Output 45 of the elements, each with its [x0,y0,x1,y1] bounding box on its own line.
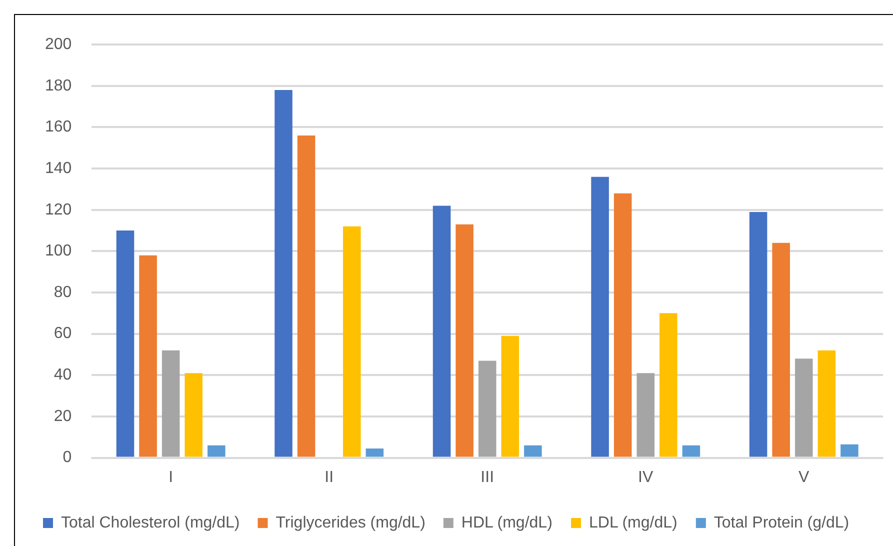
x-tick-label: II [324,468,334,486]
y-tick-label: 20 [54,408,72,425]
y-tick-label: 0 [62,449,72,466]
legend-label: HDL (mg/dL) [461,514,552,532]
bar [342,226,361,457]
bar [184,373,203,457]
bar [614,193,632,457]
bar [772,242,790,457]
bar [432,206,451,457]
bar [682,445,700,457]
bar [524,445,542,457]
bar [366,448,384,457]
y-tick-label: 100 [44,242,72,260]
bar [456,224,474,457]
x-tick-label: V [798,468,810,486]
bar [636,373,654,457]
bar [297,136,316,457]
y-tick-label: 40 [54,366,72,384]
bar [208,445,226,457]
bar [591,176,609,457]
y-tick-label: 80 [54,284,72,301]
x-tick-label: III [480,468,494,486]
legend-label: Total Protein (g/dL) [714,514,850,532]
bar [501,336,520,457]
y-tick-label: 200 [44,36,72,54]
bar [818,350,836,457]
bar [116,230,134,457]
y-tick-label: 60 [54,325,72,342]
bar [478,360,496,457]
x-tick-label: IV [638,468,654,486]
bar [749,212,768,457]
bar [274,90,292,457]
y-tick-label: 140 [44,160,72,177]
x-tick-label: I [168,468,174,486]
legend-label: LDL (mg/dL) [588,514,678,532]
legend-label: Triglycerides (mg/dL) [276,514,426,532]
y-tick-label: 120 [44,201,72,218]
legend-label: Total Cholesterol (mg/dL) [61,514,240,532]
bar [840,444,858,457]
bar [660,313,678,457]
y-tick-label: 180 [44,77,72,94]
y-tick-label: 160 [44,118,72,136]
bar [139,255,157,457]
bar [162,350,180,457]
bar [794,358,813,457]
